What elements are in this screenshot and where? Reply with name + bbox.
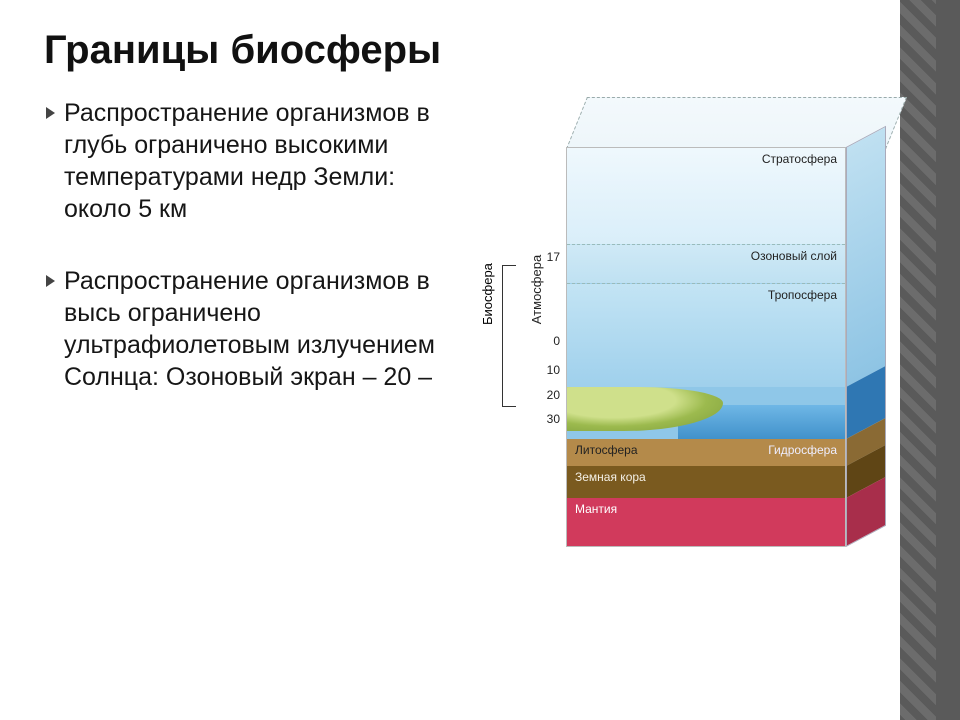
diagram-column: Атмосфера Биосфера 17 0 10 20 30 Стратосфера… [463,97,916,577]
text-column: Распространение организмов в глубь огран… [44,97,445,577]
biosphere-diagram: Атмосфера Биосфера 17 0 10 20 30 Стратосфера… [466,97,886,577]
layer-label: Тропосфера [768,288,837,302]
bullet-item: Распространение организмов в высь ограни… [44,265,445,393]
cube: Стратосфера Озоновый слой Тропосфера Литосф… [566,97,886,547]
outer-vertical-label-text: Атмосфера [529,254,544,323]
axis-tick: 30 [547,412,560,426]
bullet-item: Распространение организмов в глубь огран… [44,97,445,225]
page-title: Границы биосферы [44,28,916,73]
cube-side-face [846,126,886,547]
layer-strato: Стратосфера [567,148,845,244]
layer-label: Земная кора [575,470,646,484]
layer-lito: Литосфера Гидросфера [567,439,845,467]
layer-label: Литосфера [575,443,638,457]
layer-mantle: Мантия [567,498,845,546]
layer-label: Стратосфера [762,152,837,166]
layer-label-right: Гидросфера [768,443,837,457]
biosphere-bracket-label: Биосфера [480,263,495,325]
layer-label: Озоновый слой [751,249,837,263]
axis-tick: 0 [553,334,560,348]
layer-surface [567,387,845,439]
axis: Атмосфера Биосфера 170102030 [520,115,564,469]
layer-crust: Земная кора [567,466,845,498]
layer-tropo: Тропосфера [567,283,845,386]
layer-label: Мантия [575,502,617,516]
axis-tick: 17 [547,250,560,264]
bullet-list: Распространение организмов в глубь огран… [44,97,445,393]
axis-tick: 10 [547,363,560,377]
layer-ozone: Озоновый слой [567,244,845,284]
axis-tick: 20 [547,388,560,402]
biosphere-bracket [502,265,516,407]
slide: Границы биосферы Распространение организ… [0,0,960,720]
side-layer [847,127,885,386]
cube-front-face: Стратосфера Озоновый слой Тропосфера Литосф… [566,147,846,547]
content-columns: Распространение организмов в глубь огран… [44,97,916,577]
decorative-band [918,0,960,720]
